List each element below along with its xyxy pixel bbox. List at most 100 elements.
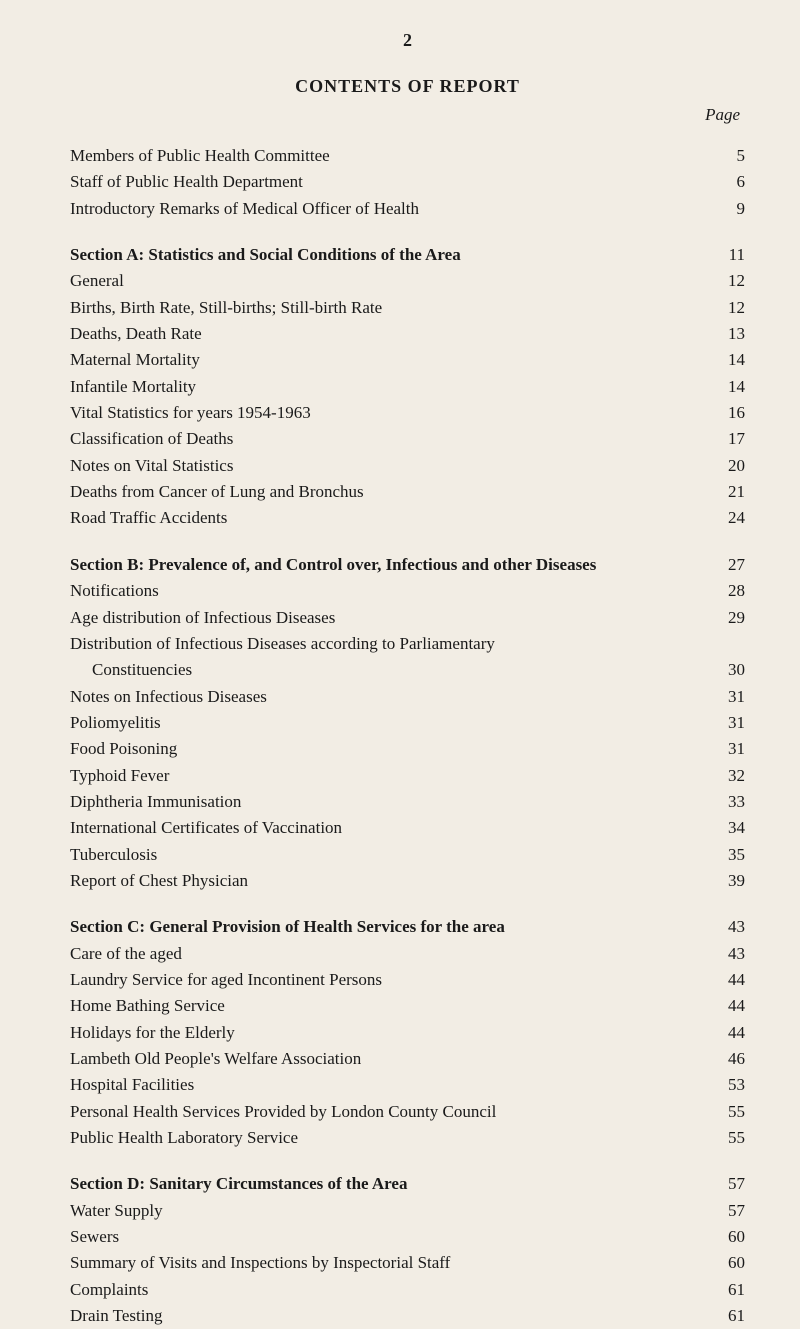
toc-entry-page: 44	[715, 967, 745, 993]
section-gap	[70, 894, 745, 914]
report-title: CONTENTS OF REPORT	[70, 76, 745, 97]
toc-entry: Typhoid Fever32	[70, 763, 745, 789]
toc-entry: Hospital Facilities53	[70, 1072, 745, 1098]
toc-entry: Distribution of Infectious Diseases acco…	[70, 631, 745, 657]
toc-entry-label: Care of the aged	[70, 941, 715, 967]
toc-entry-label: Complaints	[70, 1277, 715, 1303]
toc-entry-page: 5	[715, 143, 745, 169]
toc-entry: Tuberculosis35	[70, 842, 745, 868]
toc-entry-label: Typhoid Fever	[70, 763, 715, 789]
toc-entry-page: 33	[715, 789, 745, 815]
toc-entry: Staff of Public Health Department6	[70, 169, 745, 195]
toc-entry-page: 60	[715, 1250, 745, 1276]
toc-entry-label: Section B: Prevalence of, and Control ov…	[70, 552, 715, 578]
toc-entry-page: 29	[715, 605, 745, 631]
toc-entry-page: 27	[715, 552, 745, 578]
toc-entry-label: Maternal Mortality	[70, 347, 715, 373]
toc-entry-page: 61	[715, 1277, 745, 1303]
toc-entry: Births, Birth Rate, Still-births; Still-…	[70, 295, 745, 321]
toc-entry-label: Report of Chest Physician	[70, 868, 715, 894]
toc-entry-page: 14	[715, 374, 745, 400]
toc-entry: International Certificates of Vaccinatio…	[70, 815, 745, 841]
toc-entry: Section C: General Provision of Health S…	[70, 914, 745, 940]
toc-entry-page: 31	[715, 736, 745, 762]
toc-entry: Deaths, Death Rate13	[70, 321, 745, 347]
toc-entry-page: 39	[715, 868, 745, 894]
toc-entry-page: 11	[715, 242, 745, 268]
toc-entry-label: Section A: Statistics and Social Conditi…	[70, 242, 715, 268]
toc-entry-page: 12	[715, 268, 745, 294]
toc-entry: Section D: Sanitary Circumstances of the…	[70, 1171, 745, 1197]
toc-entry-label: Holidays for the Elderly	[70, 1020, 715, 1046]
toc-entry-page: 44	[715, 993, 745, 1019]
toc-entry-label: Notes on Vital Statistics	[70, 453, 715, 479]
toc-entry-page: 9	[715, 196, 745, 222]
toc-entry-label: Summary of Visits and Inspections by Ins…	[70, 1250, 715, 1276]
toc-entry-label: Personal Health Services Provided by Lon…	[70, 1099, 715, 1125]
section-gap	[70, 1151, 745, 1171]
toc-entry-page: 57	[715, 1198, 745, 1224]
toc-entry: Care of the aged43	[70, 941, 745, 967]
toc-entry: Section A: Statistics and Social Conditi…	[70, 242, 745, 268]
toc-entry-page: 28	[715, 578, 745, 604]
toc-entry-page: 20	[715, 453, 745, 479]
toc-entry-label: Notifications	[70, 578, 715, 604]
toc-entry: Notes on Infectious Diseases31	[70, 684, 745, 710]
toc-entry-label: Constituencies	[70, 657, 715, 683]
toc-entry-label: Births, Birth Rate, Still-births; Still-…	[70, 295, 715, 321]
toc-entry-label: Deaths, Death Rate	[70, 321, 715, 347]
toc-entry: Personal Health Services Provided by Lon…	[70, 1099, 745, 1125]
toc-entry: Laundry Service for aged Incontinent Per…	[70, 967, 745, 993]
toc-entry-label: International Certificates of Vaccinatio…	[70, 815, 715, 841]
toc-entry-label: Notes on Infectious Diseases	[70, 684, 715, 710]
toc-entry-label: Sewers	[70, 1224, 715, 1250]
toc-entry-page: 16	[715, 400, 745, 426]
toc-entry: Poliomyelitis31	[70, 710, 745, 736]
toc-entry: Water Supply57	[70, 1198, 745, 1224]
toc-entry: Summary of Visits and Inspections by Ins…	[70, 1250, 745, 1276]
toc-entry-page: 21	[715, 479, 745, 505]
toc-entry-label: Lambeth Old People's Welfare Association	[70, 1046, 715, 1072]
toc-entry-label: Home Bathing Service	[70, 993, 715, 1019]
toc-entry-page: 43	[715, 914, 745, 940]
toc-entry-page: 53	[715, 1072, 745, 1098]
toc-entry-page: 12	[715, 295, 745, 321]
section-gap	[70, 532, 745, 552]
toc-entry-label: Laundry Service for aged Incontinent Per…	[70, 967, 715, 993]
toc-entry-page: 6	[715, 169, 745, 195]
toc-entry: Members of Public Health Committee5	[70, 143, 745, 169]
toc-entry-page: 44	[715, 1020, 745, 1046]
toc-entry: Report of Chest Physician39	[70, 868, 745, 894]
toc-entry-page: 14	[715, 347, 745, 373]
toc-entry-page: 57	[715, 1171, 745, 1197]
toc-entry: Complaints61	[70, 1277, 745, 1303]
toc-entry: Section B: Prevalence of, and Control ov…	[70, 552, 745, 578]
toc-entry: Drain Testing61	[70, 1303, 745, 1329]
toc-entry-label: Vital Statistics for years 1954-1963	[70, 400, 715, 426]
toc-entry-label: Deaths from Cancer of Lung and Bronchus	[70, 479, 715, 505]
toc-entry-label: Distribution of Infectious Diseases acco…	[70, 631, 715, 657]
toc-entry: Holidays for the Elderly44	[70, 1020, 745, 1046]
toc-entry-label: Section C: General Provision of Health S…	[70, 914, 715, 940]
toc-entry-page: 55	[715, 1125, 745, 1151]
toc-entry-page: 31	[715, 710, 745, 736]
toc-entry: Introductory Remarks of Medical Officer …	[70, 196, 745, 222]
toc-entry: General12	[70, 268, 745, 294]
toc-entry: Age distribution of Infectious Diseases2…	[70, 605, 745, 631]
toc-entry: Public Health Laboratory Service55	[70, 1125, 745, 1151]
toc-entry-label: Public Health Laboratory Service	[70, 1125, 715, 1151]
toc-entry-label: Infantile Mortality	[70, 374, 715, 400]
toc-entry-page: 46	[715, 1046, 745, 1072]
toc-entry-label: Hospital Facilities	[70, 1072, 715, 1098]
page-number: 2	[70, 30, 745, 51]
toc-entry: Diphtheria Immunisation33	[70, 789, 745, 815]
toc-entry-page: 43	[715, 941, 745, 967]
toc-entry: Notifications28	[70, 578, 745, 604]
toc-entry-label: Section D: Sanitary Circumstances of the…	[70, 1171, 715, 1197]
toc-entry: Constituencies30	[70, 657, 745, 683]
toc-entry: Deaths from Cancer of Lung and Bronchus2…	[70, 479, 745, 505]
toc-entry-page: 55	[715, 1099, 745, 1125]
table-of-contents: Members of Public Health Committee5Staff…	[70, 143, 745, 1329]
toc-entry-label: Water Supply	[70, 1198, 715, 1224]
toc-entry-page: 17	[715, 426, 745, 452]
